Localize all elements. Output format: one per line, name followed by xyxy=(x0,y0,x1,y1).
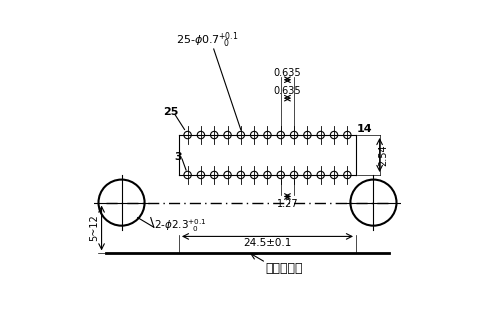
Text: 24.5±0.1: 24.5±0.1 xyxy=(243,238,292,248)
Text: 3: 3 xyxy=(175,152,182,162)
Text: 1.27: 1.27 xyxy=(277,198,298,209)
Text: 2-$\phi$2.3$^{+0.1}_{\ \ 0}$: 2-$\phi$2.3$^{+0.1}_{\ \ 0}$ xyxy=(154,217,206,234)
Text: 印制板边缘: 印制板边缘 xyxy=(266,262,303,275)
Text: 5~12: 5~12 xyxy=(89,215,99,241)
Text: 25: 25 xyxy=(163,107,178,117)
Text: 25-$\phi$0.7$^{+0.1}_{\ \ 0}$: 25-$\phi$0.7$^{+0.1}_{\ \ 0}$ xyxy=(176,30,239,50)
Text: 0.635: 0.635 xyxy=(274,68,301,78)
Text: 0.635: 0.635 xyxy=(274,86,301,96)
Text: 2.54: 2.54 xyxy=(378,144,388,166)
Text: 14: 14 xyxy=(356,124,372,134)
